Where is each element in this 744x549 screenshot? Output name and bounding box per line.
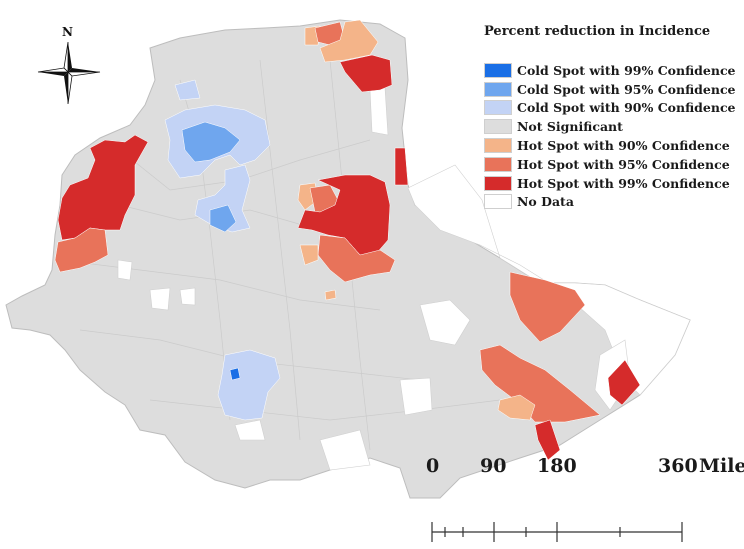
legend-item: Hot Spot with 95% Confidence: [484, 155, 739, 174]
scale-tick-label: 360: [658, 455, 698, 477]
legend-label: Hot Spot with 90% Confidence: [517, 138, 730, 154]
legend-title: Percent reduction in Incidence: [484, 24, 711, 39]
legend-swatch: [484, 100, 512, 116]
hot-spots: [54, 19, 641, 461]
legend-label: Cold Spot with 90% Confidence: [517, 100, 736, 116]
legend-swatch: [484, 175, 512, 191]
scale-tick-label: 0: [426, 455, 440, 477]
compass-north-label: N: [62, 25, 73, 39]
legend-item: Cold Spot with 95% Confidence: [484, 80, 739, 99]
legend-label: Hot Spot with 99% Confidence: [517, 175, 730, 191]
legend-item: No Data: [484, 193, 739, 212]
legend-label: Cold Spot with 95% Confidence: [517, 81, 736, 97]
legend-label: Not Significant: [517, 119, 623, 135]
cold-spots: [164, 79, 281, 421]
legend-swatch: [484, 119, 512, 135]
scale-tick-label: 90: [480, 455, 507, 477]
legend-item: Cold Spot with 99% Confidence: [484, 61, 739, 80]
legend-swatch: [484, 194, 512, 210]
map-legend: Percent reduction in Incidence Cold Spot…: [484, 24, 739, 211]
scale-tick-label: 180: [537, 455, 577, 477]
scale-bar: [431, 522, 683, 542]
legend-swatch: [484, 156, 512, 172]
legend-swatch: [484, 81, 512, 97]
legend-swatch: [484, 62, 512, 78]
scale-unit-label: Miles: [699, 455, 744, 477]
legend-item: Not Significant: [484, 117, 739, 136]
scale-bar-labels: 0 90 180 360 Miles: [420, 455, 744, 485]
legend-label: Cold Spot with 99% Confidence: [517, 62, 736, 78]
north-arrow-icon: [37, 41, 101, 105]
legend-item: Hot Spot with 90% Confidence: [484, 136, 739, 155]
legend-item: Hot Spot with 99% Confidence: [484, 174, 739, 193]
legend-label: No Data: [517, 194, 574, 210]
legend-item: Cold Spot with 90% Confidence: [484, 99, 739, 118]
legend-label: Hot Spot with 95% Confidence: [517, 156, 730, 172]
legend-swatch: [484, 138, 512, 154]
